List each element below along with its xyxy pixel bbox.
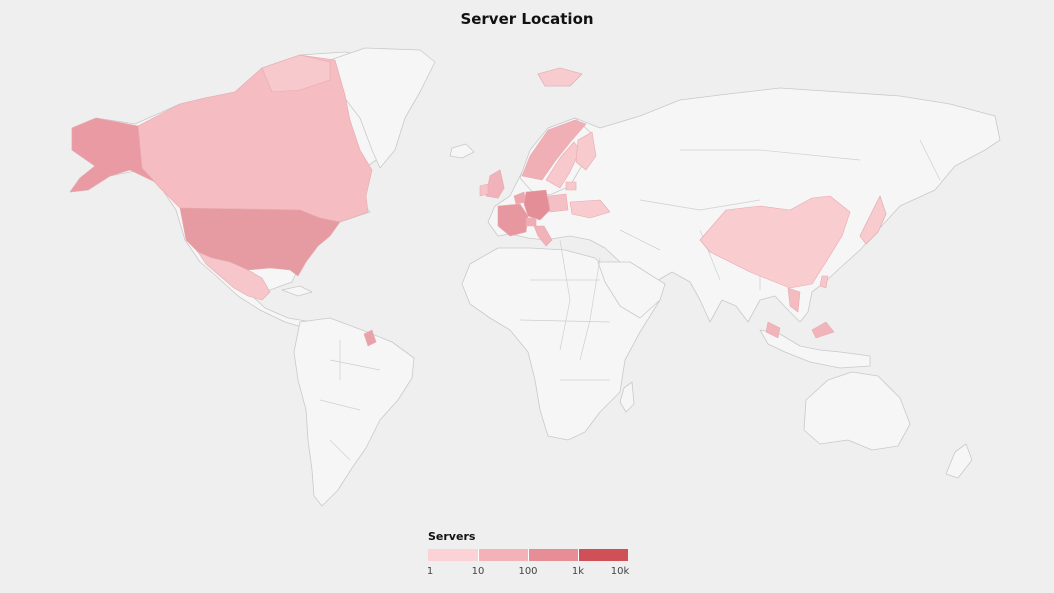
legend-tick-1k: 1k <box>571 566 585 577</box>
borders-layer <box>319 139 941 461</box>
country-svalbard[interactable] <box>537 67 583 87</box>
land-greenland <box>329 47 436 169</box>
country-vietnam[interactable] <box>787 287 801 313</box>
country-mexico[interactable] <box>197 251 271 301</box>
legend-divider <box>578 549 579 561</box>
country-french-guiana[interactable] <box>363 329 377 347</box>
legend-seg-3 <box>528 549 578 561</box>
country-taiwan[interactable] <box>819 275 829 289</box>
country-alaska[interactable] <box>69 117 156 193</box>
country-greenland-fill[interactable] <box>261 54 331 93</box>
country-norway[interactable] <box>521 119 587 181</box>
country-france[interactable] <box>497 203 529 237</box>
land-arabia <box>597 261 666 319</box>
country-ukraine[interactable] <box>569 199 611 219</box>
country-switzerland[interactable] <box>525 217 537 227</box>
land-iceland <box>449 143 475 159</box>
legend-seg-2 <box>478 549 528 561</box>
land-caribbean <box>281 285 313 297</box>
country-poland[interactable] <box>547 193 569 213</box>
country-canada[interactable] <box>137 54 373 223</box>
country-finland[interactable] <box>575 131 597 171</box>
legend-divider <box>528 549 529 561</box>
legend-tick-10: 10 <box>471 566 485 577</box>
land-new-zealand <box>945 443 973 479</box>
legend: Servers 1 10 100 1k 10k <box>427 530 648 577</box>
country-germany[interactable] <box>523 189 551 221</box>
highlighted-countries <box>69 54 887 347</box>
country-italy[interactable] <box>533 225 553 247</box>
land-australia <box>803 371 911 451</box>
legend-tick-10k: 10k <box>610 566 630 577</box>
land-madagascar <box>619 381 635 413</box>
land-south-america <box>293 317 415 507</box>
legend-color-scale <box>428 549 628 561</box>
page-title: Server Location <box>460 10 594 28</box>
legend-tick-100: 100 <box>518 566 538 577</box>
legend-divider <box>478 549 479 561</box>
country-malaysia[interactable] <box>765 321 835 339</box>
legend-seg-1 <box>428 549 478 561</box>
legend-title: Servers <box>428 530 476 543</box>
legend-tick-1: 1 <box>426 566 434 577</box>
legend-seg-4 <box>578 549 628 561</box>
country-lithuania[interactable] <box>565 181 577 191</box>
country-japan[interactable] <box>859 195 887 245</box>
country-china[interactable] <box>699 195 851 289</box>
land-indonesia <box>759 329 871 369</box>
country-ireland[interactable] <box>479 183 489 197</box>
